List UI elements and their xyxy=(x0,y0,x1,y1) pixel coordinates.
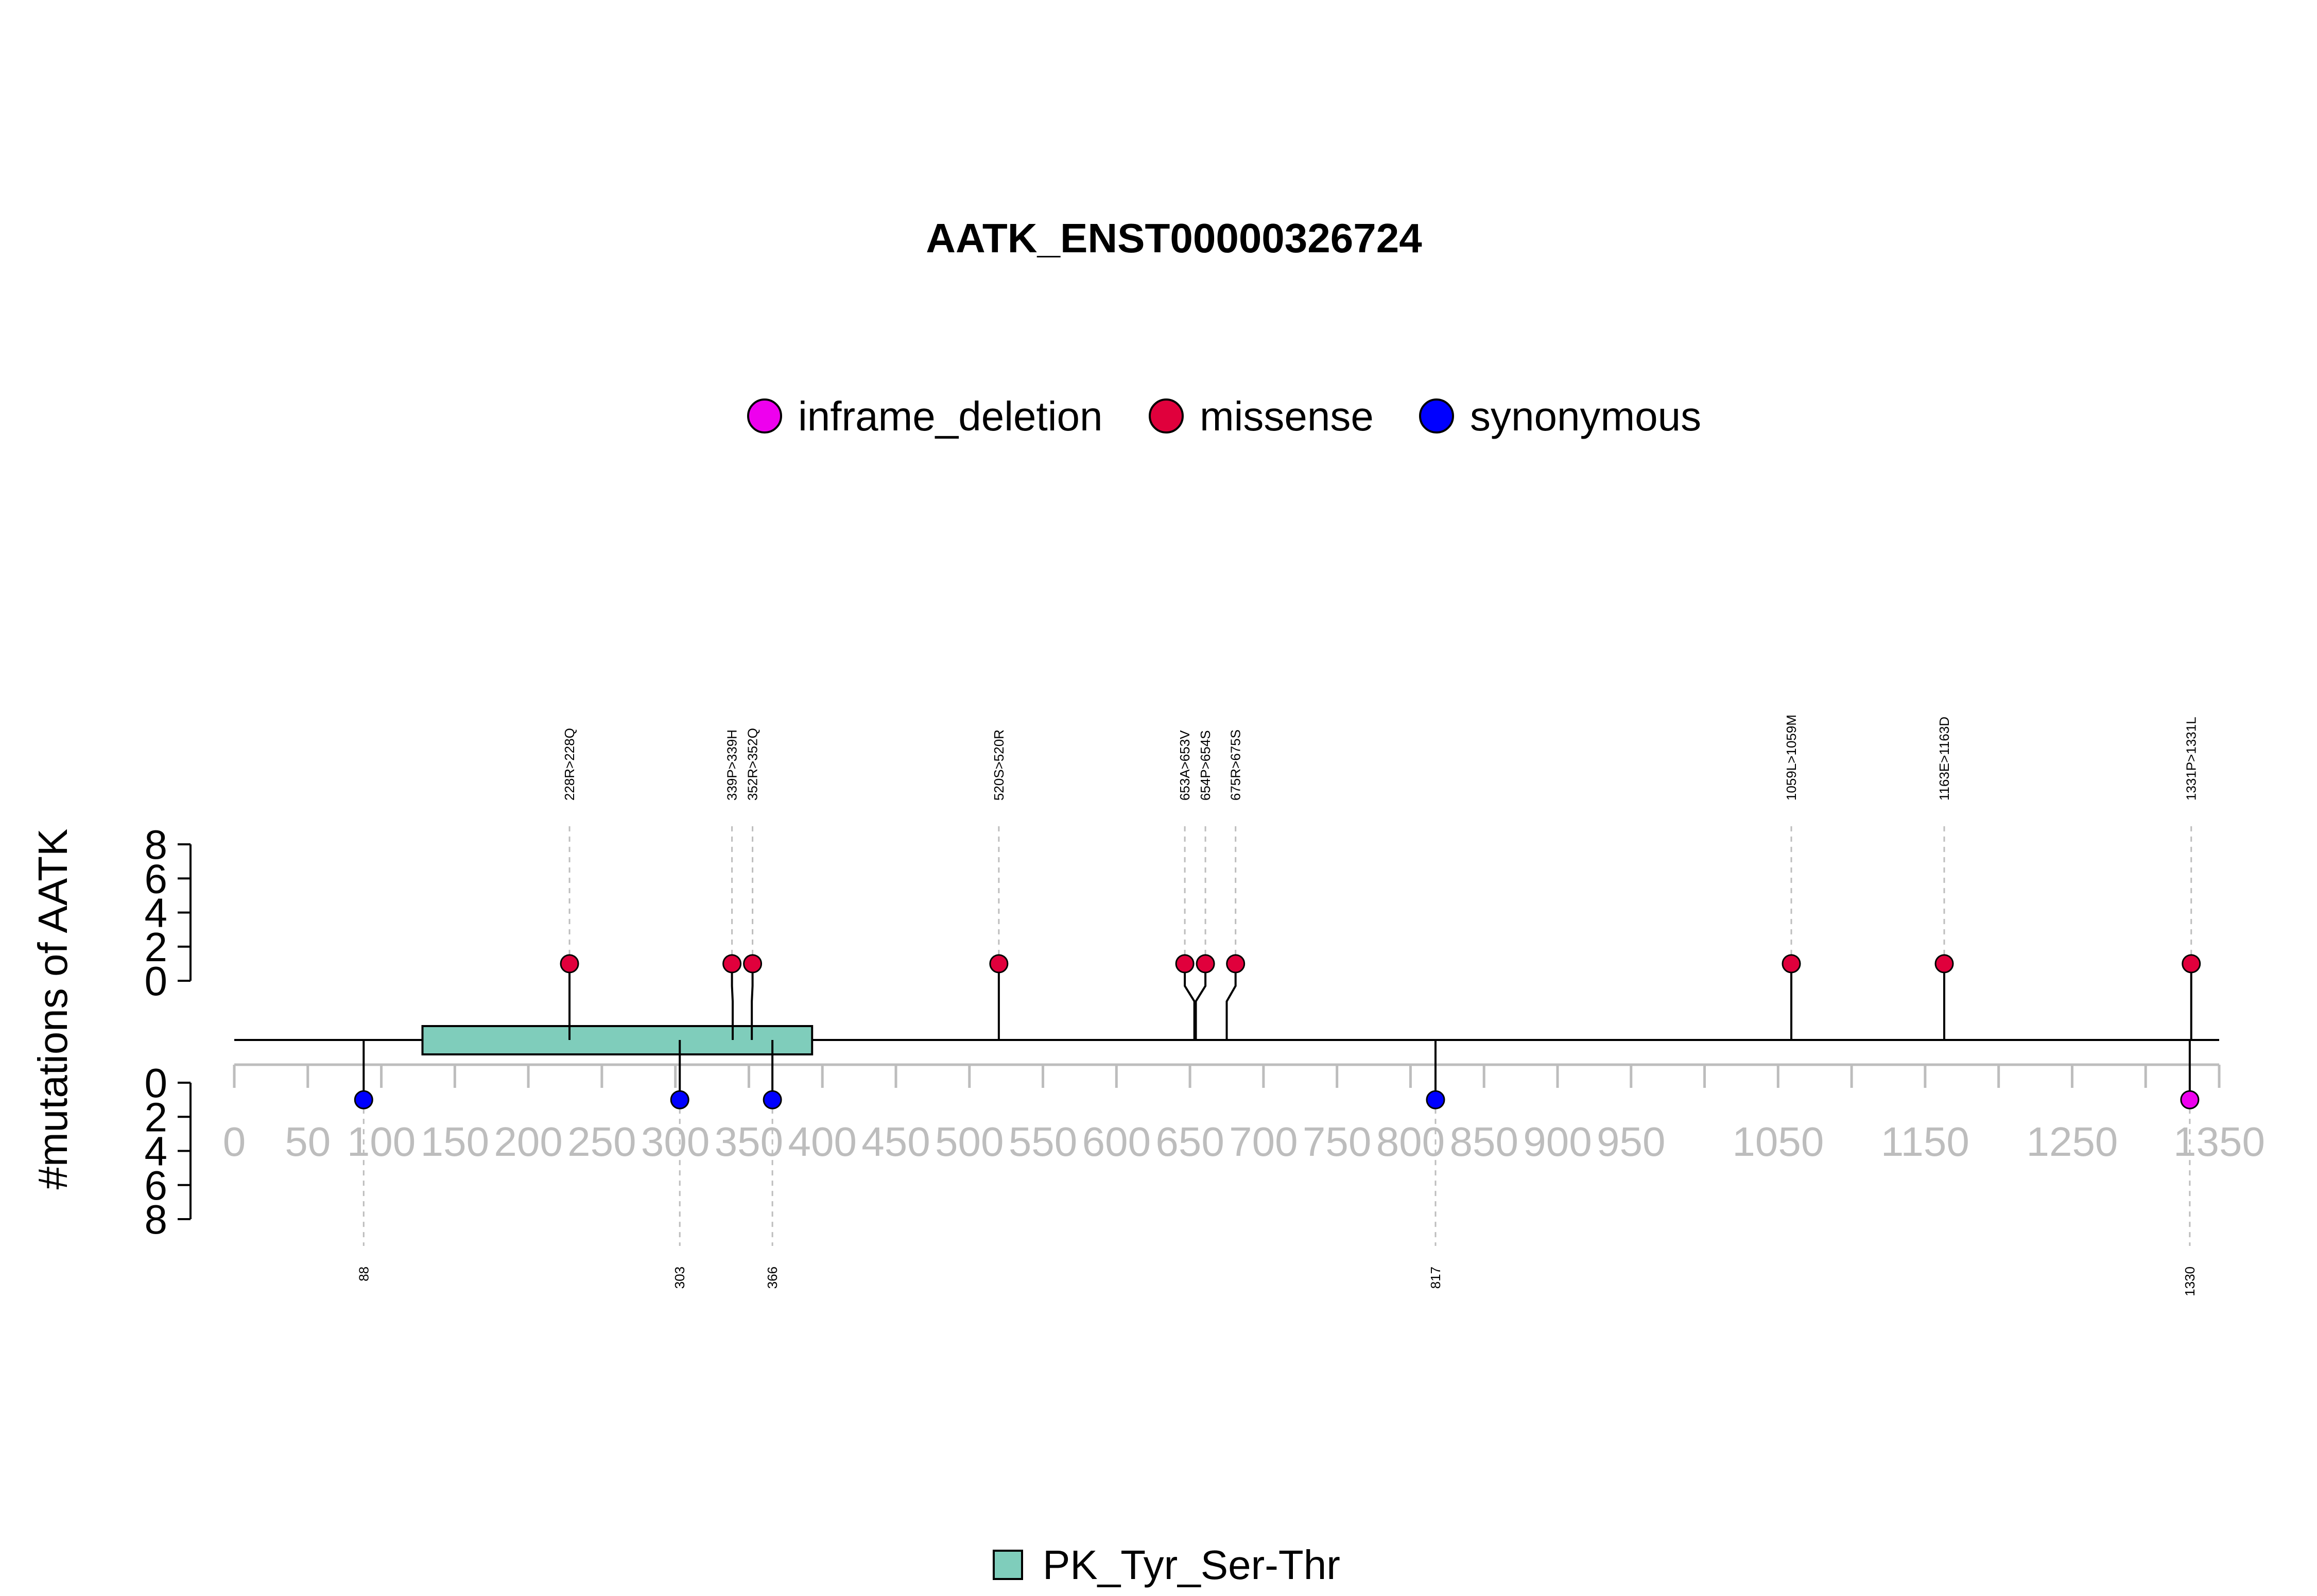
mutation-label: 303 xyxy=(672,1267,687,1289)
y-bottom-tick-label: 0 xyxy=(145,1060,168,1106)
mutation-label: 654P>654S xyxy=(1198,730,1213,801)
x-tick-label: 400 xyxy=(788,1119,856,1165)
lollipop-point-missense xyxy=(560,954,579,974)
x-tick-label: 100 xyxy=(347,1119,416,1165)
x-tick-label: 450 xyxy=(861,1119,930,1165)
mutation-label: 1059L>1059M xyxy=(1784,715,1799,801)
mutation-label: 88 xyxy=(356,1267,371,1281)
x-tick-label: 550 xyxy=(1009,1119,1077,1165)
x-axis: 0 50 100 150 200 250 300 350 400 450 500 550 600 650 7… xyxy=(223,1063,2265,1165)
y-top-tick-label: 8 xyxy=(145,822,168,868)
lollipop-point-missense xyxy=(1782,954,1801,974)
lollipop-point-missense xyxy=(1226,954,1246,974)
lollipop-point-missense xyxy=(743,954,763,974)
x-tick-label: 150 xyxy=(421,1119,489,1165)
y-top-tick-label: 6 xyxy=(145,856,168,901)
lollipops-below: 88 303 366 817 1330 xyxy=(354,1040,2200,1296)
x-tick-label: 300 xyxy=(641,1119,710,1165)
y-bottom-tick-label: 4 xyxy=(145,1129,168,1174)
x-tick-label: 950 xyxy=(1597,1119,1665,1165)
mutation-label: 520S>520R xyxy=(991,730,1007,801)
lollipop-point-missense xyxy=(722,954,742,974)
y-axis-label: #mutations of AATK xyxy=(30,828,76,1189)
legend-swatch-missense xyxy=(1149,398,1184,433)
y-top-tick-label: 2 xyxy=(145,924,168,970)
legend-swatch-synonymous xyxy=(1419,398,1454,433)
mutation-label: 817 xyxy=(1428,1267,1443,1289)
legend-domains: PK_Tyr_Ser-Thr xyxy=(993,1542,1340,1588)
y-bottom-tick-label: 2 xyxy=(145,1094,168,1140)
legend-swatch-inframe_deletion xyxy=(747,398,782,433)
lollipop-stem xyxy=(731,963,734,1040)
x-tick-label: 250 xyxy=(567,1119,636,1165)
legend-swatch-domain xyxy=(993,1550,1023,1580)
legend-label-domain: PK_Tyr_Ser-Thr xyxy=(1043,1542,1340,1588)
mutation-label: 228R>228Q xyxy=(562,728,577,801)
y-top-tick-label: 4 xyxy=(145,890,168,936)
legend-label-inframe_deletion: inframe_deletion xyxy=(798,393,1102,439)
legend-mutation-types: inframe_deletion missense synonymous xyxy=(747,393,1701,439)
x-tick-label: 1250 xyxy=(2026,1119,2118,1165)
x-tick-label: 1350 xyxy=(2173,1119,2265,1165)
x-tick-label: 800 xyxy=(1376,1119,1445,1165)
mutation-label: 366 xyxy=(765,1267,780,1289)
y-bottom-tick-label: 8 xyxy=(145,1196,168,1242)
x-tick-label: 650 xyxy=(1155,1119,1224,1165)
lollipop-point-missense xyxy=(2182,954,2201,974)
x-tick-label: 1050 xyxy=(1732,1119,1824,1165)
lollipop-stem xyxy=(1225,963,1237,1040)
lollipop-point-missense xyxy=(1934,954,1954,974)
lollipop-point-missense xyxy=(989,954,1009,974)
lollipop-stem xyxy=(1184,963,1196,1040)
x-tick-label: 50 xyxy=(285,1119,331,1165)
lollipops-above: 228R>228Q 339P>339H 352R>352Q 520S>520R 653A… xyxy=(560,715,2201,1040)
mutation-label: 1331P>1331L xyxy=(2184,717,2199,801)
lollipop-point-missense xyxy=(1196,954,1215,974)
legend-label-missense: missense xyxy=(1200,393,1374,439)
lollipop-point-missense xyxy=(1175,954,1195,974)
x-tick-label: 700 xyxy=(1229,1119,1298,1165)
x-tick-label: 900 xyxy=(1523,1119,1592,1165)
x-tick-label: 1150 xyxy=(1881,1119,1969,1165)
y-bottom-tick-label: 6 xyxy=(145,1163,168,1208)
domain-PK_Tyr_Ser-Thr xyxy=(421,1025,814,1055)
lollipop-point-synonymous xyxy=(1426,1090,1445,1109)
lollipop-point-synonymous xyxy=(354,1090,373,1109)
x-tick-label: 600 xyxy=(1082,1119,1151,1165)
x-tick-label: 0 xyxy=(223,1119,246,1165)
x-tick-label: 750 xyxy=(1303,1119,1371,1165)
legend-label-synonymous: synonymous xyxy=(1470,393,1701,439)
y-top-tick-label: 0 xyxy=(145,958,168,1004)
lollipop-stem xyxy=(1195,963,1207,1040)
chart-title: AATK_ENST00000326724 xyxy=(926,215,1422,261)
x-tick-label: 200 xyxy=(494,1119,562,1165)
lollipop-point-inframe_deletion xyxy=(2180,1090,2200,1109)
mutation-label: 352R>352Q xyxy=(745,728,760,801)
mutation-label: 1330 xyxy=(2182,1267,2198,1296)
mutation-label: 653A>653V xyxy=(1177,730,1192,801)
lollipop-point-synonymous xyxy=(670,1090,689,1109)
x-tick-label: 850 xyxy=(1449,1119,1518,1165)
mutation-label: 1163E>1163D xyxy=(1936,717,1952,801)
mutation-label: 339P>339H xyxy=(724,730,740,801)
mutation-label: 675R>675S xyxy=(1228,730,1243,801)
domain-layer xyxy=(421,1025,814,1055)
x-tick-label: 500 xyxy=(935,1119,1004,1165)
lollipop-point-synonymous xyxy=(763,1090,782,1109)
